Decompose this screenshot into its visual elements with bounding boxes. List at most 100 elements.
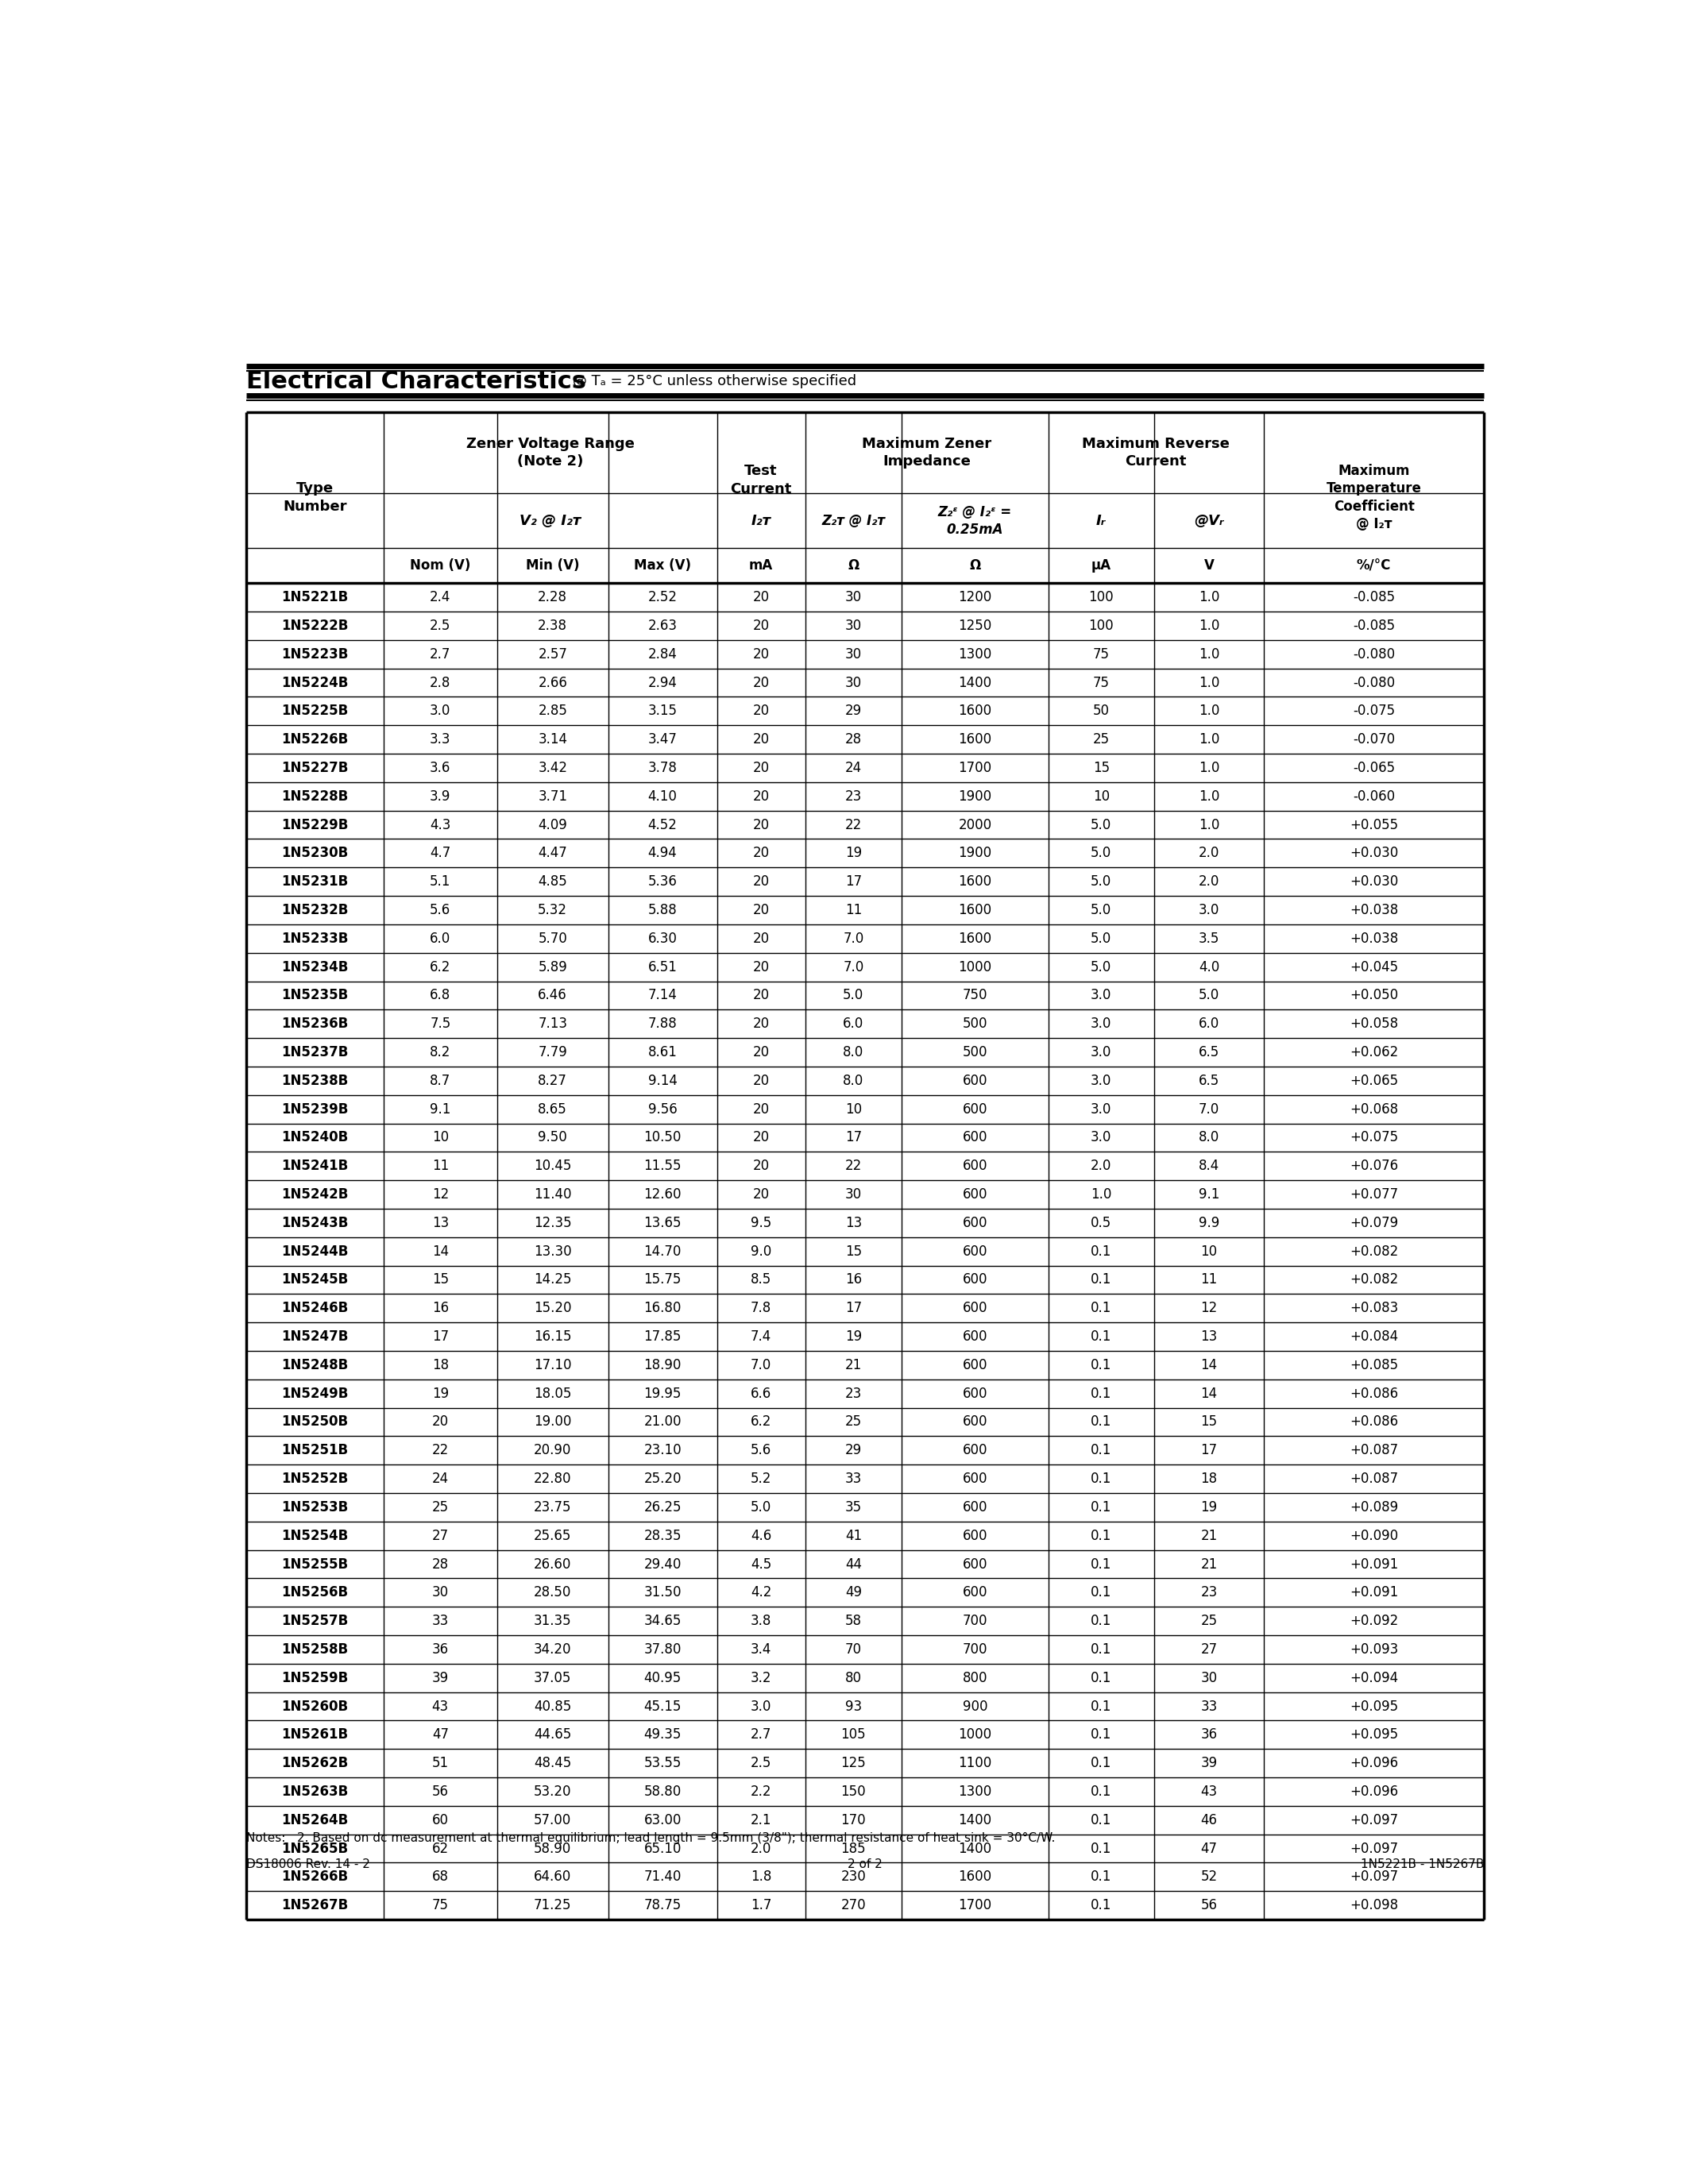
Text: 26.25: 26.25 [643, 1500, 682, 1514]
Text: 6.51: 6.51 [648, 959, 677, 974]
Text: 36: 36 [1200, 1728, 1217, 1743]
Text: 3.0: 3.0 [1198, 902, 1219, 917]
Text: 20: 20 [753, 760, 770, 775]
Text: 11.40: 11.40 [533, 1188, 572, 1201]
Text: 4.85: 4.85 [538, 874, 567, 889]
Text: 1N5261B: 1N5261B [282, 1728, 348, 1743]
Text: 1700: 1700 [959, 760, 993, 775]
Text: +0.093: +0.093 [1350, 1642, 1398, 1658]
Text: 3.0: 3.0 [751, 1699, 771, 1714]
Text: 1N5241B: 1N5241B [282, 1160, 348, 1173]
Text: 1600: 1600 [959, 930, 993, 946]
Text: 17: 17 [432, 1330, 449, 1343]
Text: 27: 27 [1200, 1642, 1217, 1658]
Text: 18: 18 [432, 1358, 449, 1372]
Text: 105: 105 [841, 1728, 866, 1743]
Text: 13: 13 [432, 1216, 449, 1230]
Text: Electrical Characteristics: Electrical Characteristics [246, 369, 586, 393]
Text: @Vᵣ: @Vᵣ [1193, 513, 1224, 529]
Text: +0.084: +0.084 [1350, 1330, 1398, 1343]
Text: 3.47: 3.47 [648, 732, 677, 747]
Text: 3.0: 3.0 [430, 703, 451, 719]
Text: 0.1: 0.1 [1090, 1614, 1112, 1629]
Text: -0.060: -0.060 [1352, 788, 1394, 804]
Text: %/°C: %/°C [1357, 559, 1391, 572]
Text: 5.0: 5.0 [1090, 959, 1112, 974]
Text: 13.65: 13.65 [643, 1216, 682, 1230]
Text: 4.94: 4.94 [648, 845, 677, 860]
Text: 1N5266B: 1N5266B [282, 1870, 348, 1885]
Text: 14.25: 14.25 [533, 1273, 572, 1286]
Text: 15: 15 [1200, 1415, 1217, 1428]
Text: 0.1: 0.1 [1090, 1898, 1112, 1913]
Text: 1N5234B: 1N5234B [282, 959, 348, 974]
Text: +0.068: +0.068 [1350, 1103, 1398, 1116]
Text: 1N5250B: 1N5250B [282, 1415, 348, 1428]
Text: Iᵣ: Iᵣ [1096, 513, 1106, 529]
Text: 2.4: 2.4 [430, 590, 451, 605]
Text: Maximum
Temperature
Coefficient
@ I₂ᴛ: Maximum Temperature Coefficient @ I₂ᴛ [1327, 463, 1421, 531]
Text: 31.35: 31.35 [533, 1614, 572, 1629]
Text: 1N5260B: 1N5260B [282, 1699, 348, 1714]
Text: 1000: 1000 [959, 959, 993, 974]
Text: 45.15: 45.15 [643, 1699, 682, 1714]
Text: 270: 270 [841, 1898, 866, 1913]
Text: 4.09: 4.09 [538, 817, 567, 832]
Text: 0.1: 0.1 [1090, 1529, 1112, 1542]
Text: Maximum Zener
Impedance: Maximum Zener Impedance [863, 437, 991, 470]
Text: 7.13: 7.13 [538, 1018, 567, 1031]
Text: 3.3: 3.3 [430, 732, 451, 747]
Text: 44.65: 44.65 [533, 1728, 572, 1743]
Text: 25: 25 [1092, 732, 1109, 747]
Text: 7.8: 7.8 [751, 1302, 771, 1315]
Text: 2.0: 2.0 [1198, 874, 1219, 889]
Text: Ω: Ω [969, 559, 981, 572]
Text: 1N5246B: 1N5246B [282, 1302, 348, 1315]
Text: 18.90: 18.90 [643, 1358, 682, 1372]
Text: 9.50: 9.50 [538, 1131, 567, 1144]
Text: 57.00: 57.00 [533, 1813, 572, 1828]
Text: 0.1: 0.1 [1090, 1784, 1112, 1800]
Text: 700: 700 [962, 1642, 987, 1658]
Text: 1600: 1600 [959, 703, 993, 719]
Text: 30: 30 [1200, 1671, 1217, 1686]
Text: 600: 600 [962, 1302, 987, 1315]
Text: 17: 17 [846, 1302, 863, 1315]
Text: 3.0: 3.0 [1090, 1131, 1112, 1144]
Text: -0.065: -0.065 [1352, 760, 1394, 775]
Text: Max (V): Max (V) [635, 559, 690, 572]
Text: 0.1: 0.1 [1090, 1642, 1112, 1658]
Text: 30: 30 [432, 1586, 449, 1599]
Text: +0.079: +0.079 [1350, 1216, 1398, 1230]
Text: I₂ᴛ: I₂ᴛ [751, 513, 771, 529]
Text: 6.30: 6.30 [648, 930, 677, 946]
Text: 600: 600 [962, 1472, 987, 1485]
Text: 3.6: 3.6 [430, 760, 451, 775]
Text: 0.1: 0.1 [1090, 1472, 1112, 1485]
Text: Z₂ᵋ @ I₂ᵋ =
0.25mA: Z₂ᵋ @ I₂ᵋ = 0.25mA [939, 505, 1013, 537]
Text: 1.0: 1.0 [1198, 788, 1219, 804]
Text: 2.0: 2.0 [1090, 1160, 1112, 1173]
Text: -0.080: -0.080 [1352, 675, 1394, 690]
Text: 7.0: 7.0 [842, 930, 864, 946]
Text: 20: 20 [432, 1415, 449, 1428]
Text: 3.4: 3.4 [751, 1642, 771, 1658]
Text: 43: 43 [1200, 1784, 1217, 1800]
Text: 13.30: 13.30 [533, 1245, 572, 1258]
Text: 7.88: 7.88 [648, 1018, 677, 1031]
Text: 58.80: 58.80 [643, 1784, 682, 1800]
Text: 10.45: 10.45 [533, 1160, 572, 1173]
Text: -0.085: -0.085 [1352, 590, 1394, 605]
Text: 10: 10 [432, 1131, 449, 1144]
Text: 28.35: 28.35 [643, 1529, 682, 1542]
Text: 1N5244B: 1N5244B [282, 1245, 348, 1258]
Text: 1N5224B: 1N5224B [282, 675, 348, 690]
Text: 1N5265B: 1N5265B [282, 1841, 348, 1856]
Text: 2.8: 2.8 [430, 675, 451, 690]
Text: Min (V): Min (V) [527, 559, 579, 572]
Text: 20: 20 [753, 845, 770, 860]
Text: 1000: 1000 [959, 1728, 993, 1743]
Text: 48.45: 48.45 [533, 1756, 572, 1771]
Text: 3.5: 3.5 [1198, 930, 1219, 946]
Text: +0.058: +0.058 [1350, 1018, 1398, 1031]
